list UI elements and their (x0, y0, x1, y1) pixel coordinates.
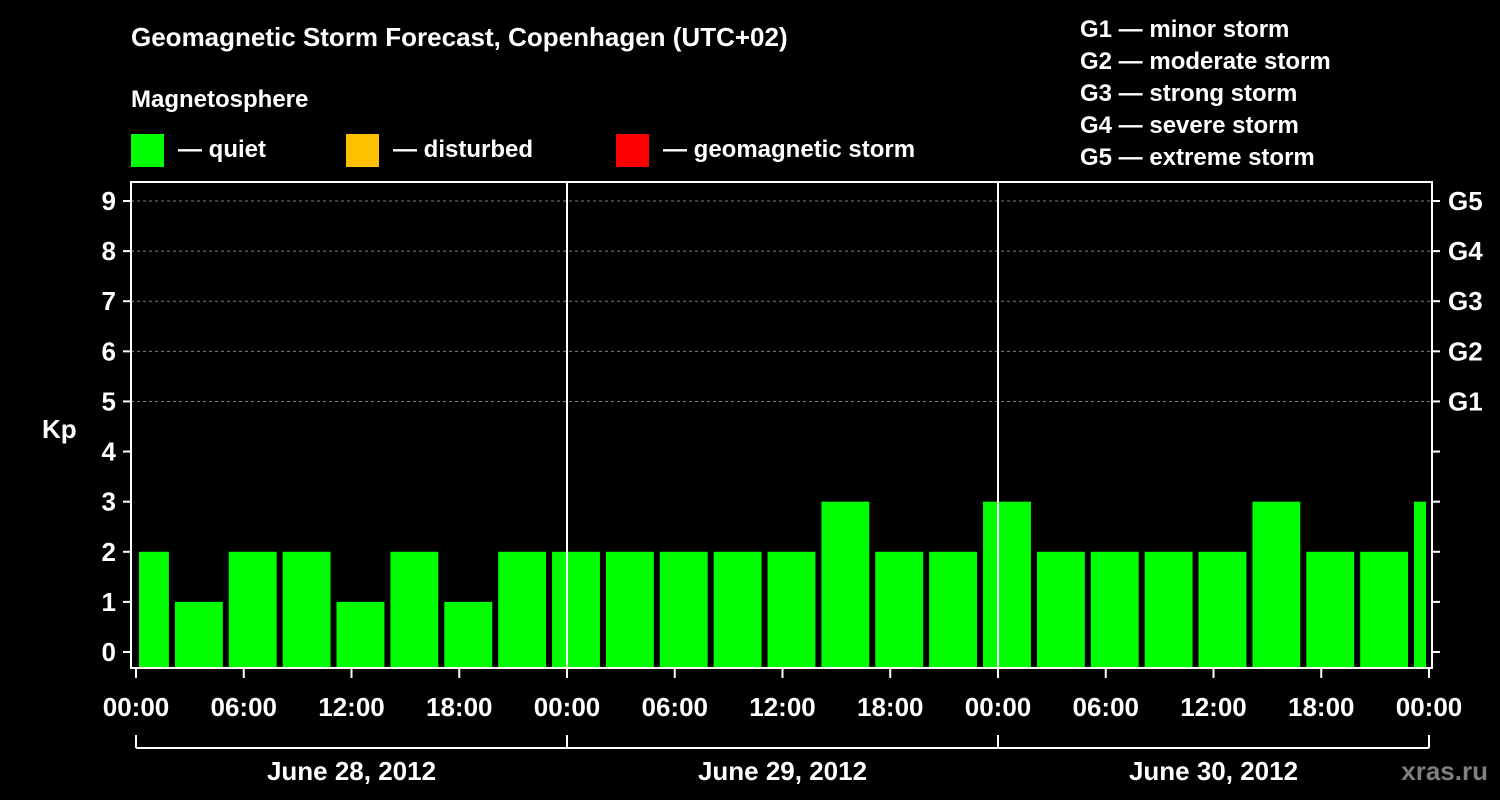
kp-bar (552, 551, 600, 667)
legend-swatch-disturbed (346, 133, 379, 167)
kp-bar (1198, 551, 1247, 667)
x-tick-label: 18:00 (1288, 692, 1355, 722)
g-tick-label: G4 (1448, 236, 1483, 266)
g-scale-item-g4: G4 — severe storm (1080, 112, 1299, 139)
x-tick-label: 18:00 (857, 692, 924, 722)
x-tick-label: 12:00 (749, 692, 816, 722)
legend-swatch-storm (616, 133, 649, 167)
kp-bar (983, 501, 1031, 667)
legend-label-quiet: — quiet (178, 136, 266, 163)
x-tick-label: 06:00 (211, 692, 278, 722)
watermark: xras.ru (1401, 756, 1488, 786)
g-tick-label: G2 (1448, 336, 1483, 366)
legend-item-storm: — geomagnetic storm (616, 133, 915, 167)
magnetosphere-heading: Magnetosphere (131, 86, 309, 113)
kp-bar (336, 601, 385, 667)
day-label: June 28, 2012 (267, 756, 436, 786)
day-label: June 29, 2012 (698, 756, 867, 786)
kp-bar (605, 551, 654, 667)
g-scale-item-g1: G1 — minor storm (1080, 16, 1290, 43)
x-tick-label: 00:00 (103, 692, 170, 722)
kp-bar (929, 551, 978, 667)
kp-bar (1036, 551, 1085, 667)
kp-bar (875, 551, 924, 667)
kp-bar (713, 551, 762, 667)
kp-bar (821, 501, 870, 667)
kp-bar (498, 551, 547, 667)
x-tick-label: 18:00 (426, 692, 493, 722)
kp-bar (282, 551, 331, 667)
y-tick-label: 3 (102, 487, 116, 517)
x-tick-label: 06:00 (642, 692, 709, 722)
g-scale-list: G1 — minor storm G2 — moderate storm G3 … (1080, 14, 1331, 174)
g-tick-label: G1 (1448, 386, 1483, 416)
legend-item-quiet: — quiet (131, 133, 266, 167)
kp-bar (1414, 501, 1426, 667)
legend-item-disturbed: — disturbed (346, 133, 533, 167)
kp-bar (228, 551, 277, 667)
x-tick-label: 00:00 (534, 692, 601, 722)
y-tick-label: 2 (102, 537, 116, 567)
y-tick-label: 0 (102, 637, 116, 667)
legend-label-storm: — geomagnetic storm (663, 136, 916, 163)
x-tick-label: 12:00 (1180, 692, 1247, 722)
g-scale-item-g3: G3 — strong storm (1080, 80, 1298, 107)
x-tick-label: 12:00 (318, 692, 385, 722)
y-axis-label: Kp (42, 414, 77, 444)
kp-bar (390, 551, 439, 667)
y-tick-label: 1 (102, 587, 116, 617)
day-label: June 30, 2012 (1129, 756, 1298, 786)
g-tick-label: G5 (1448, 186, 1483, 216)
y-tick-label: 7 (102, 286, 116, 316)
x-tick-label: 06:00 (1073, 692, 1140, 722)
kp-bar (1306, 551, 1355, 667)
g-scale-item-g5: G5 — extreme storm (1080, 144, 1315, 171)
kp-bar (139, 551, 169, 667)
kp-bar (1144, 551, 1193, 667)
chart-title: Geomagnetic Storm Forecast, Copenhagen (… (131, 22, 788, 52)
legend-swatch-quiet (131, 133, 164, 167)
kp-bar (444, 601, 493, 667)
kp-bar (1090, 551, 1139, 667)
kp-bar (767, 551, 816, 667)
kp-bar (1360, 551, 1409, 667)
y-tick-label: 9 (102, 186, 116, 216)
kp-bar (1252, 501, 1301, 667)
kp-bar (659, 551, 708, 667)
y-tick-label: 4 (102, 437, 117, 467)
x-tick-label: 00:00 (1396, 692, 1463, 722)
y-tick-label: 5 (102, 386, 116, 416)
x-tick-label: 00:00 (965, 692, 1032, 722)
y-tick-label: 8 (102, 236, 116, 266)
g-tick-label: G3 (1448, 286, 1483, 316)
legend-label-disturbed: — disturbed (393, 136, 534, 163)
kp-bar (174, 601, 223, 667)
y-tick-label: 6 (102, 336, 116, 366)
g-scale-item-g2: G2 — moderate storm (1080, 48, 1331, 75)
